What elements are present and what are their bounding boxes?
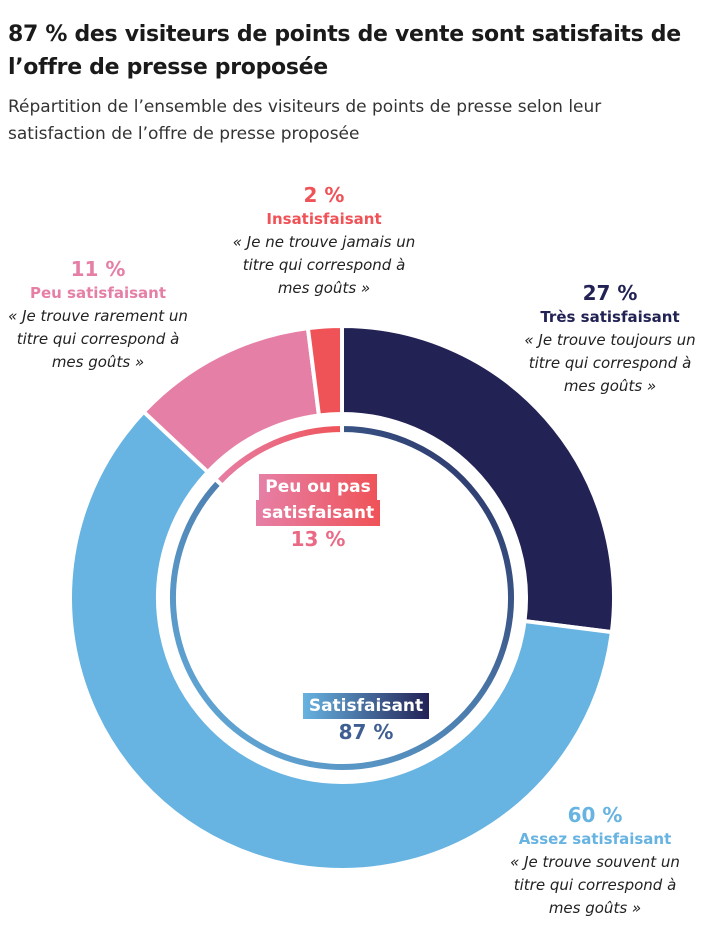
label-insatisfaisant: 2 % Insatisfaisant « Je ne trouve jamais… [224, 182, 424, 300]
quote: « Je ne trouve jamais un titre qui corre… [232, 233, 416, 297]
quote: « Je trouve souvent un titre qui corresp… [510, 853, 680, 917]
slice-très-satisfaisant [340, 323, 616, 635]
group-label-satisfaisant: Satisfaisant 87 % [276, 693, 456, 745]
group-value: 13 % [290, 527, 346, 551]
group-value: 87 % [338, 720, 394, 744]
category-label: Très satisfaisant [540, 308, 680, 326]
ring-peu-ou-pas-satisfaisant [212, 421, 344, 489]
group-label-peu-ou-pas: Peu ou pas satisfaisant 13 % [228, 474, 408, 552]
group-badge-line: satisfaisant [255, 500, 381, 526]
label-assez-satisfaisant: 60 % Assez satisfaisant « Je trouve souv… [495, 802, 695, 920]
value-label: 60 % [567, 803, 623, 827]
quote: « Je trouve rarement un titre qui corres… [8, 307, 188, 371]
group-badge: Satisfaisant [302, 693, 430, 719]
category-label: Insatisfaisant [266, 210, 382, 228]
chart-subtitle: Répartition de l’ensemble des visiteurs … [8, 97, 602, 144]
value-label: 11 % [70, 257, 126, 281]
label-peu-satisfaisant: 11 % Peu satisfaisant « Je trouve rareme… [0, 256, 196, 374]
label-tres-satisfaisant: 27 % Très satisfaisant « Je trouve toujo… [510, 280, 707, 398]
group-badge-line: Peu ou pas [259, 474, 377, 500]
category-label: Assez satisfaisant [518, 830, 672, 848]
chart-title: 87 % des visiteurs de points de vente so… [8, 22, 681, 80]
quote: « Je trouve toujours un titre qui corres… [524, 331, 696, 395]
value-label: 2 % [303, 183, 345, 207]
slice-assez-satisfaisant [68, 408, 615, 872]
value-label: 27 % [582, 281, 638, 305]
slice-insatisfaisant [305, 323, 344, 418]
category-label: Peu satisfaisant [29, 284, 167, 302]
